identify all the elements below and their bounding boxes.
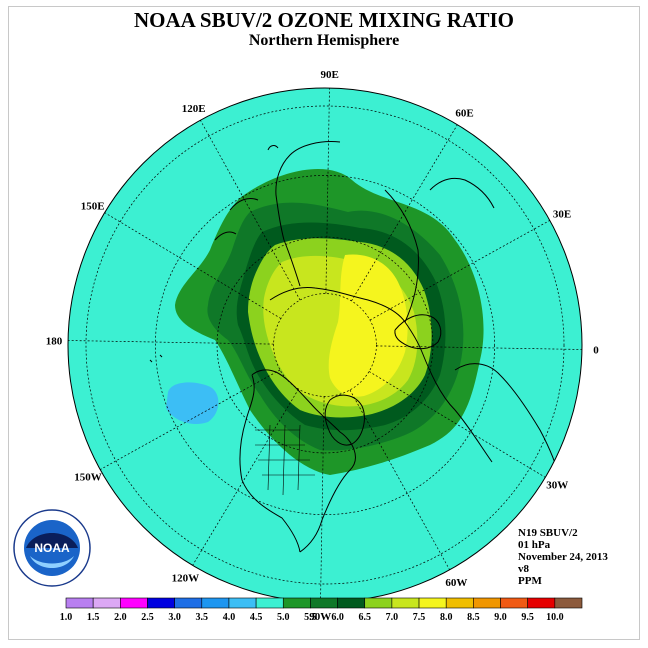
colorbar-swatch [418, 597, 447, 609]
colorbar-swatch [120, 597, 148, 609]
info-level: 01 hPa [518, 539, 551, 551]
longitude-labels: 90E 60E 30E 0 30W 60W 90W 120W 150W 180 150E 120E [46, 69, 599, 623]
colorbar-label: 6.5 [358, 612, 371, 623]
colorbar-label: 2.5 [141, 612, 154, 623]
colorbar-label: 6.0 [331, 612, 344, 623]
colorbar-swatch [65, 597, 94, 609]
page-title: NOAA SBUV/2 OZONE MIXING RATIO [134, 8, 514, 32]
coastlines [149, 141, 561, 553]
colorbar-label: 10.0 [546, 612, 564, 623]
colorbar-label: 2.0 [114, 612, 127, 623]
colorbar-label: 9.5 [521, 612, 534, 623]
latitude-circle [216, 236, 434, 454]
colorbar-label: 4.5 [250, 612, 263, 623]
contour-7-5-core [328, 254, 408, 397]
colorbar-label: 1.0 [60, 612, 73, 623]
longitude-label: 30E [553, 209, 571, 221]
latitude-circle [273, 293, 377, 397]
longitude-label: 90W [309, 611, 331, 623]
coast-eurasia [269, 141, 493, 463]
longitude-label: 150W [74, 471, 102, 483]
colorbar-swatch [500, 597, 528, 609]
colorbar-swatch [527, 597, 556, 609]
colorbar-label: 3.5 [196, 612, 209, 623]
info-satellite: N19 SBUV/2 [518, 527, 578, 539]
info-block: N19 SBUV/2 01 hPa November 24, 2013 v8 P… [518, 527, 608, 587]
colorbar-swatch [174, 597, 203, 609]
longitude-label: 60E [455, 108, 473, 120]
noaa-logo: NOAA [13, 509, 91, 587]
coast-greenland [324, 394, 365, 446]
coast-islands [149, 145, 279, 363]
colorbar-swatch [391, 597, 420, 609]
latitude-circle [155, 175, 495, 515]
logo-text: NOAA [34, 541, 70, 555]
colorbar-label: 8.0 [440, 612, 453, 623]
colorbar: 1.0 1.5 2.0 2.5 3.0 3.5 4.0 4.5 5.0 5.5 6.0 6.5 7.0 7… [60, 597, 583, 623]
colorbar-label: 5.5 [304, 612, 317, 623]
colorbar-swatch [228, 597, 257, 609]
colorbar-label: 7.0 [386, 612, 399, 623]
longitude-label: 90E [321, 69, 339, 81]
coast-scandinavia [394, 314, 442, 350]
colorbar-swatch [310, 597, 338, 609]
colorbar-swatch [255, 597, 284, 609]
colorbar-label: 3.0 [168, 612, 181, 623]
plot-frame [8, 6, 640, 640]
colorbar-label: 7.5 [413, 612, 426, 623]
colorbar-label: 8.5 [467, 612, 480, 623]
longitude-label: 30W [546, 480, 568, 492]
colorbar-swatch [92, 597, 121, 609]
colorbar-swatch [201, 597, 230, 609]
logo-wave-icon [30, 556, 74, 568]
colorbar-label: 5.0 [277, 612, 290, 623]
colorbar-label: 9.0 [494, 612, 507, 623]
colorbar-swatch [554, 597, 583, 609]
longitude-label: 150E [81, 200, 105, 212]
longitude-label: 60W [445, 577, 467, 589]
colorbar-label: 4.0 [223, 612, 236, 623]
colorbar-swatch [337, 597, 366, 609]
coast-north-america [239, 369, 356, 553]
graticule [68, 88, 582, 602]
colorbar-swatch [147, 597, 175, 609]
longitude-label: 120W [172, 572, 200, 584]
longitude-label: 120E [182, 103, 206, 115]
colorbar-swatch [445, 597, 474, 609]
info-version: v8 [518, 563, 530, 575]
info-date: November 24, 2013 [518, 551, 608, 563]
longitude-label: 180 [46, 335, 63, 347]
longitude-label: 0 [593, 345, 599, 357]
info-units: PPM [518, 575, 542, 587]
coast-africa [454, 363, 561, 481]
colorbar-swatch [282, 597, 311, 609]
logo-bird-icon [26, 533, 78, 548]
page-subtitle: Northern Hemisphere [248, 32, 400, 49]
colorbar-swatch [364, 597, 393, 609]
contour-pacific-low [166, 382, 219, 425]
us-state-lines [255, 424, 315, 496]
contour-fills [68, 88, 582, 602]
colorbar-label: 1.5 [87, 612, 100, 623]
colorbar-swatch [473, 597, 501, 609]
coast-asia-east [214, 177, 495, 241]
latitude-circle [85, 105, 565, 585]
